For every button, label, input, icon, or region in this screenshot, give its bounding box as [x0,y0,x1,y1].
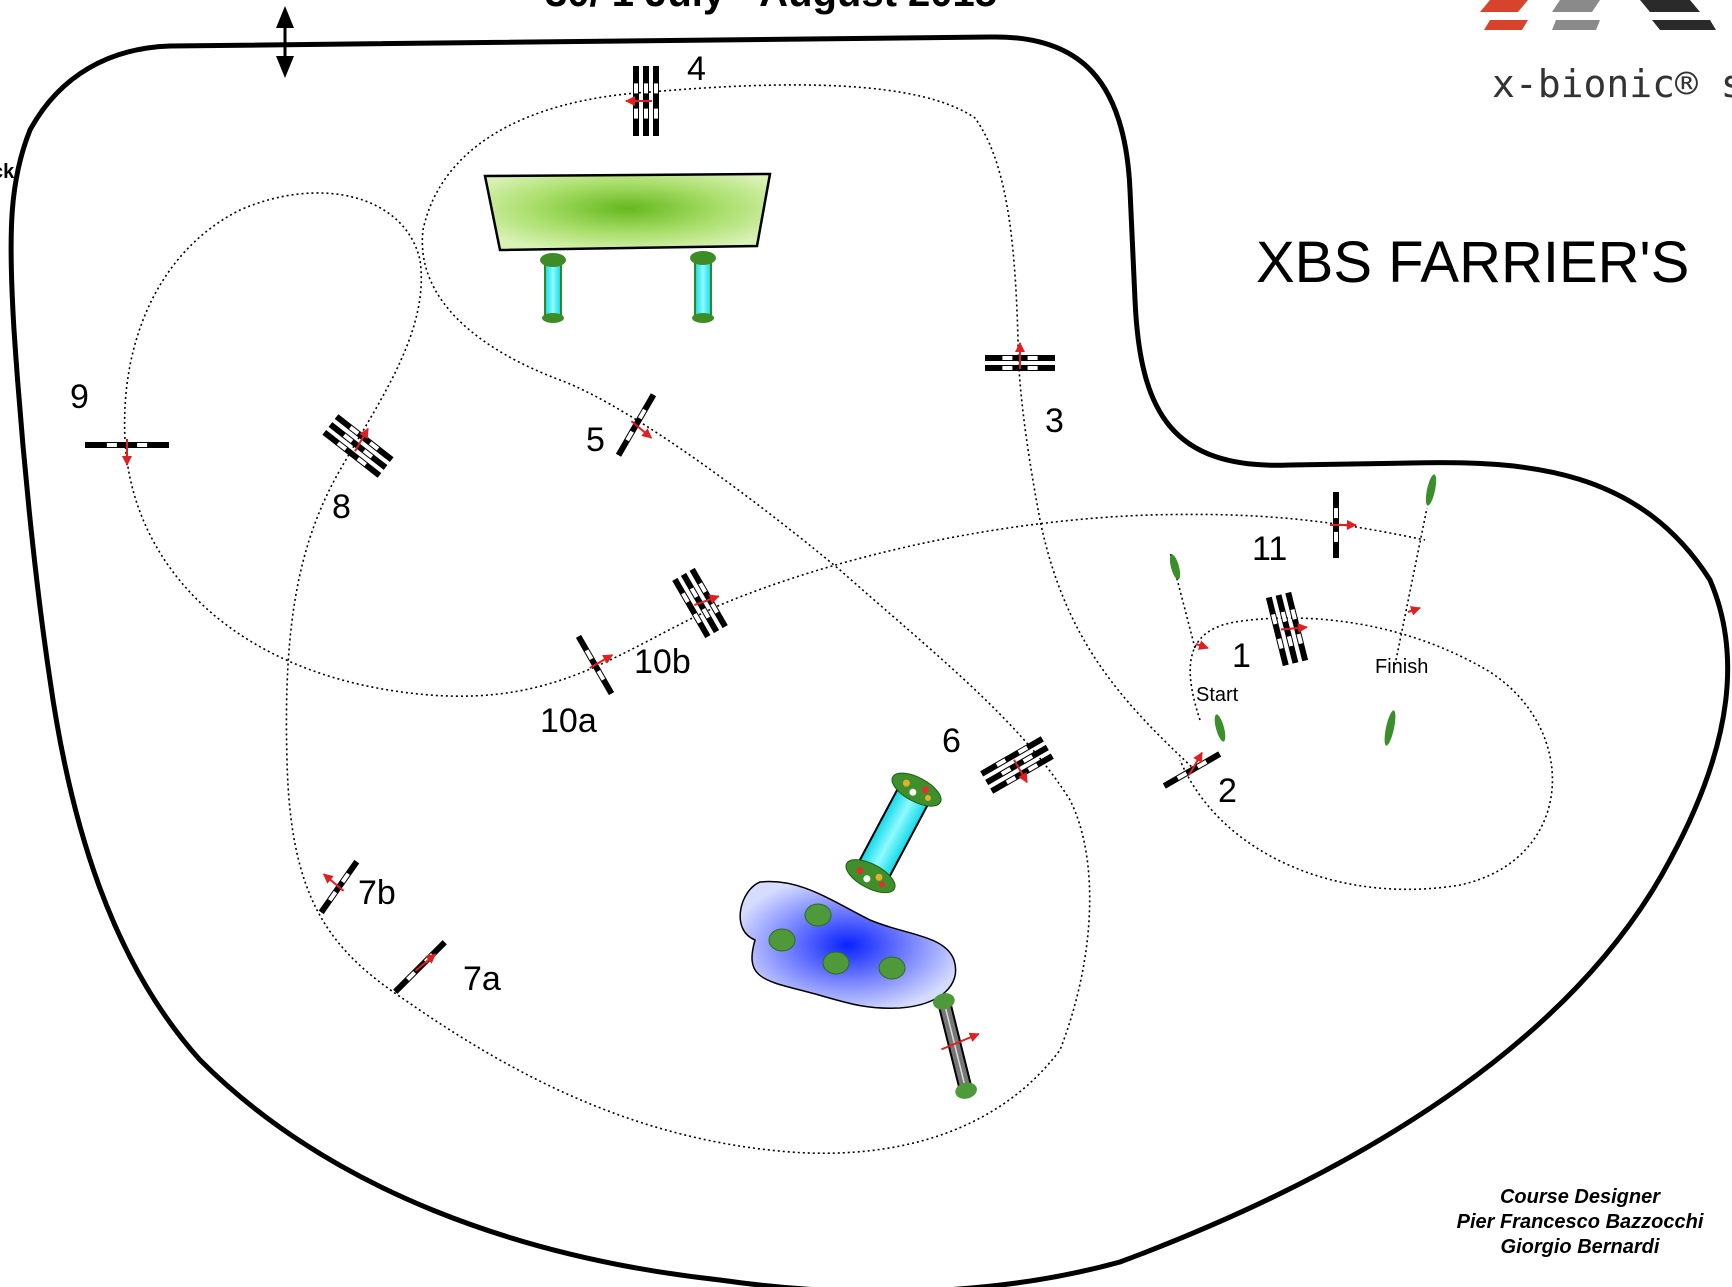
obstacle-label-3: 3 [1045,402,1064,440]
obstacle-label-10a: 10a [540,702,597,740]
obstacle-label-7a: 7a [463,960,501,998]
logo-text: x-bionic® sphe [1492,62,1732,106]
fence-10b-direction-arrow [694,594,720,606]
start-label: Start [1196,684,1239,706]
obstacle-label-1: 1 [1232,637,1251,675]
x-bionic-logo: x-bionic® sphe [1480,0,1732,106]
obstacle-labels: 1 2 3 4 5 6 7a 7b 8 9 10a 10b 11 Start F… [70,50,1428,998]
water-pond [739,880,957,1010]
fence-1-direction-arrow [1280,623,1308,634]
event-title: XBS FARRIER'S [1256,230,1689,295]
obstacle-label-6: 6 [942,722,961,760]
left-edge-text: ck [0,161,15,183]
fence-7a-direction-arrow [414,953,437,972]
fence-10a-direction-arrow [589,654,614,669]
entrance-double-arrow [276,6,294,78]
arena-outline [8,34,1731,1287]
fence-layer [85,66,1357,994]
page-title: 30/ 1 July - August 2015 [545,0,997,15]
flower-box-obstacle [845,772,942,894]
credits-designer-1: Pier Francesco Bazzocchi [1457,1211,1704,1233]
obstacle-label-9: 9 [70,378,89,416]
obstacle-label-2: 2 [1218,772,1237,810]
obstacle-label-10b: 10b [634,643,691,681]
hedge-table-obstacle [483,172,772,323]
fence-2-direction-arrow [1188,751,1203,776]
obstacle-label-5: 5 [586,421,605,459]
course-designer-credits: Course Designer Pier Francesco Bazzocchi… [1457,1186,1704,1258]
fence-7b-direction-arrow [322,873,345,892]
finish-label: Finish [1375,656,1428,678]
credits-heading: Course Designer [1500,1186,1661,1208]
obstacle-label-11: 11 [1252,530,1287,568]
obstacle-label-8: 8 [332,488,351,526]
fence-5-direction-arrow [630,420,653,439]
finish-flags [1384,474,1437,746]
credits-designer-2: Giorgio Bernardi [1501,1236,1660,1258]
start-flags [1169,554,1226,742]
fence-8-direction-arrow [354,427,369,452]
obstacle-label-4: 4 [687,50,706,88]
course-route [123,84,1554,1155]
log-obstacle [933,993,980,1099]
fence-6-direction-arrow [1013,759,1028,784]
fence-4 [633,66,659,136]
obstacle-label-7b: 7b [358,874,396,912]
